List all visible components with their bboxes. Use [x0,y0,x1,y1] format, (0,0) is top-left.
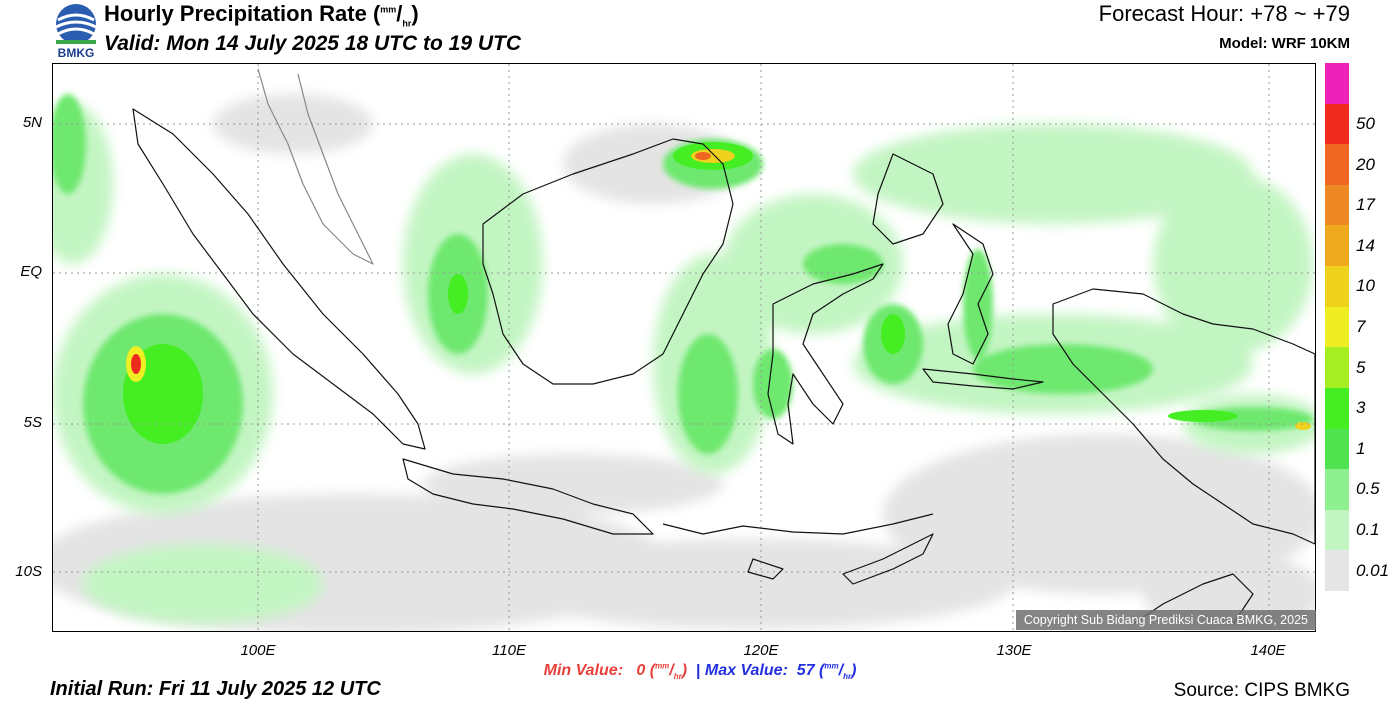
title-main: Hourly Precipitation Rate ( [104,1,381,26]
colorbar-level-label: 0.01 [1356,560,1390,580]
forecast-hour: Forecast Hour: +78 ~ +79 [1098,1,1350,26]
lat-label-5s: 5S [23,414,42,431]
lon-label-110e: 110E [492,642,526,659]
model-name: Model: WRF 10KM [1219,35,1350,52]
colorbar-level-label: 20 [1356,154,1375,174]
min-value: 0 [636,662,646,680]
colorbar-segment [1325,509,1349,551]
colorbar-segment [1325,306,1349,348]
title-unit-num: mm [380,4,397,15]
bmkg-logo: BMKG [50,2,102,60]
colorbar-segment [1325,428,1349,470]
lon-label-130e: 130E [996,642,1032,659]
colorbar-level-label: 1 [1356,438,1366,458]
colorbar-level-label: 7 [1356,317,1366,336]
colorbar-level-label: 14 [1356,235,1375,255]
max-value-text: Max Value: 57 (mm/hr) [704,662,857,682]
sulawesi-outline [767,263,884,445]
maluku-outline [947,223,994,365]
initial-run: Initial Run: Fri 11 July 2025 12 UTC [50,678,381,700]
title-close: ) [411,1,419,26]
timor-outline [842,533,934,585]
valid-time: Valid: Mon 14 July 2025 18 UTC to 19 UTC [104,32,522,55]
max-label: Max Value: [704,662,788,680]
min-unit-num: mm [655,662,670,671]
min-max-separator: | [695,662,701,680]
lon-label-100e: 100E [240,642,276,659]
lat-label-5n: 5N [22,114,42,131]
graticule [53,64,1315,631]
colorbar-level-label: 17 [1356,195,1375,215]
australia-outline [1132,573,1254,625]
max-unit-den: hr [843,672,852,682]
lat-label-eq: EQ [20,263,42,280]
lon-label-140e: 140E [1250,642,1286,659]
colorbar-level-label: 0.1 [1356,520,1380,540]
borneo-outline [482,138,734,385]
max-unit-num: mm [824,662,839,671]
min-max-values: Min Value: 0 (mm/hr) | Max Value: 57 (mm… [0,662,1400,682]
min-value-text: Min Value: 0 (mm/hr) [543,662,688,682]
colorbar-segment [1325,550,1349,591]
colorbar-level-label: 0.5 [1356,479,1380,499]
heavy-rain-cores [126,149,1311,430]
lat-label-10s: 10S [15,563,42,580]
colorbar-segment [1325,266,1349,307]
sumatra-outline [132,108,426,450]
colorbar-level-label: 50 [1356,113,1375,133]
data-source: Source: CIPS BMKG [1173,680,1350,701]
precipitation-map [52,63,1316,632]
logo-text: BMKG [57,46,95,60]
lon-label-120e: 120E [743,642,779,659]
colorbar [1325,63,1349,591]
malay-peninsula-outline [257,68,374,265]
min-label: Min Value: [543,662,624,680]
bmkg-logo-icon [55,4,97,44]
title-unit-den: hr [402,18,412,29]
colorbar-segment [1325,469,1349,510]
mindanao-outline [872,153,944,245]
colorbar-segment [1325,103,1349,145]
copyright-notice: Copyright Sub Bidang Prediksi Cuaca BMKG… [1015,610,1316,630]
title-unit-sep: / [396,1,403,26]
colorbar-segment [1325,144,1349,185]
colorbar-segment [1325,184,1349,226]
new-guinea-outline [1052,288,1315,545]
lesser-sunda-outline [662,513,934,535]
colorbar-segment [1325,347,1349,388]
max-value: 57 [796,662,815,680]
min-unit-den: hr [673,672,682,682]
coastlines [132,68,1315,625]
sumba-outline [747,558,784,580]
seram-outline [922,368,1044,390]
colorbar-segment [1325,387,1349,429]
colorbar-level-label: 3 [1356,398,1366,418]
chart-title: Hourly Precipitation Rate (mm/hr) [104,1,419,28]
colorbar-level-label: 10 [1356,276,1375,296]
map-canvas [53,64,1315,631]
colorbar-segment [1325,63,1349,104]
colorbar-segment [1325,225,1349,267]
colorbar-level-label: 5 [1356,357,1366,377]
java-outline [402,458,654,535]
